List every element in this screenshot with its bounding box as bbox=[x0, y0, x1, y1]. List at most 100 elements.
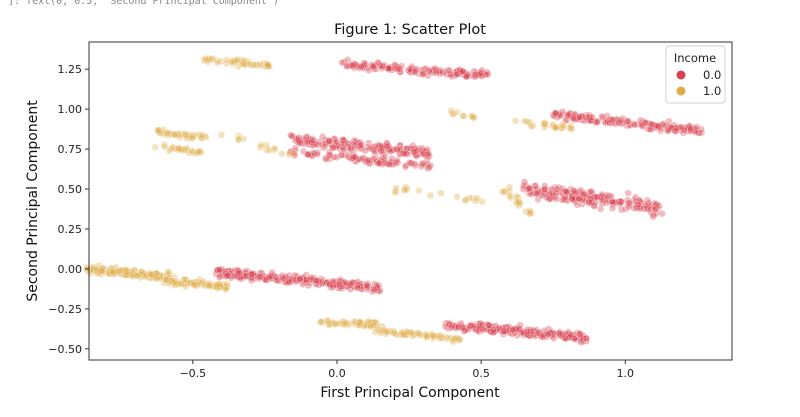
data-point bbox=[357, 145, 365, 153]
data-point bbox=[338, 58, 346, 67]
data-point bbox=[588, 113, 597, 121]
data-point bbox=[370, 286, 379, 294]
data-point bbox=[214, 59, 222, 67]
data-point bbox=[552, 195, 561, 203]
data-point bbox=[204, 282, 213, 290]
data-point bbox=[567, 331, 575, 339]
data-point bbox=[201, 54, 209, 63]
data-point bbox=[630, 121, 639, 129]
series-1-points bbox=[83, 54, 576, 346]
data-point bbox=[575, 113, 584, 121]
data-point bbox=[406, 144, 414, 152]
data-point bbox=[473, 194, 481, 202]
data-point bbox=[309, 136, 318, 145]
data-point bbox=[406, 65, 414, 73]
data-point bbox=[586, 188, 594, 196]
data-point bbox=[608, 198, 617, 206]
data-point bbox=[164, 267, 172, 276]
data-point bbox=[607, 192, 615, 201]
data-point bbox=[693, 123, 701, 131]
data-point bbox=[623, 117, 631, 125]
data-point bbox=[437, 189, 445, 197]
data-point bbox=[405, 158, 414, 167]
data-point bbox=[534, 195, 542, 203]
legend-label-1: 1.0 bbox=[703, 84, 721, 98]
data-point bbox=[413, 329, 422, 337]
data-point bbox=[651, 205, 659, 213]
data-point bbox=[360, 59, 368, 67]
data-point bbox=[640, 204, 648, 213]
data-point bbox=[216, 266, 224, 274]
x-axis: −0.5 0.0 0.5 1.0 bbox=[179, 360, 634, 380]
data-point bbox=[647, 125, 655, 134]
data-point bbox=[363, 156, 372, 164]
y-axis: −0.50 −0.25 0.00 0.25 0.50 0.75 1.00 1.25 bbox=[48, 63, 89, 356]
data-point bbox=[405, 68, 414, 76]
data-point bbox=[587, 116, 595, 125]
data-point bbox=[215, 280, 223, 289]
data-point bbox=[657, 127, 665, 135]
data-point bbox=[624, 189, 632, 197]
data-point bbox=[289, 149, 297, 157]
x-axis-title: First Principal Component bbox=[320, 385, 500, 401]
data-point bbox=[354, 277, 362, 286]
data-point bbox=[234, 136, 243, 144]
data-point bbox=[365, 159, 373, 167]
data-point bbox=[655, 201, 663, 210]
data-point bbox=[97, 267, 105, 275]
data-point bbox=[462, 72, 471, 81]
data-point bbox=[411, 160, 419, 168]
data-point bbox=[207, 55, 216, 63]
data-point bbox=[393, 156, 401, 164]
legend-label-0: 0.0 bbox=[703, 68, 721, 82]
data-point bbox=[594, 117, 602, 125]
data-point bbox=[571, 194, 579, 202]
data-point bbox=[83, 264, 92, 272]
data-point bbox=[418, 70, 427, 79]
data-point bbox=[544, 330, 552, 339]
data-point bbox=[560, 195, 568, 203]
data-point bbox=[264, 61, 272, 69]
data-point bbox=[383, 142, 391, 150]
data-point bbox=[568, 194, 577, 203]
data-point bbox=[625, 203, 633, 211]
y-tick-label: 1.00 bbox=[58, 103, 83, 116]
data-point bbox=[363, 143, 372, 151]
data-point bbox=[687, 124, 695, 132]
data-point bbox=[551, 109, 560, 117]
data-point bbox=[410, 148, 418, 156]
data-point bbox=[364, 157, 373, 165]
data-point bbox=[234, 62, 243, 71]
data-point bbox=[188, 147, 196, 155]
data-point bbox=[354, 321, 363, 329]
data-point bbox=[520, 117, 529, 125]
data-point bbox=[357, 141, 365, 149]
data-point bbox=[446, 66, 454, 75]
data-point bbox=[402, 149, 410, 158]
data-point bbox=[658, 209, 666, 218]
data-point bbox=[375, 159, 384, 167]
data-point bbox=[371, 328, 379, 336]
data-point bbox=[343, 62, 351, 70]
data-point bbox=[296, 274, 305, 283]
data-point bbox=[369, 62, 377, 70]
y-tick-label: 1.25 bbox=[58, 63, 83, 76]
data-point bbox=[171, 278, 179, 286]
data-point bbox=[257, 141, 265, 149]
data-point bbox=[555, 329, 563, 338]
data-point bbox=[617, 116, 625, 124]
data-point bbox=[222, 285, 230, 294]
legend-marker-1 bbox=[676, 86, 686, 96]
data-point bbox=[489, 326, 498, 334]
data-point bbox=[288, 132, 297, 140]
data-point bbox=[570, 186, 578, 195]
legend-title: Income bbox=[674, 51, 716, 65]
data-point bbox=[296, 139, 304, 147]
data-point bbox=[330, 153, 338, 161]
y-tick-label: 0.50 bbox=[58, 183, 83, 196]
data-point bbox=[590, 202, 598, 210]
data-point bbox=[523, 327, 532, 336]
data-point bbox=[341, 278, 349, 287]
data-point bbox=[524, 185, 532, 193]
data-point bbox=[393, 145, 401, 154]
